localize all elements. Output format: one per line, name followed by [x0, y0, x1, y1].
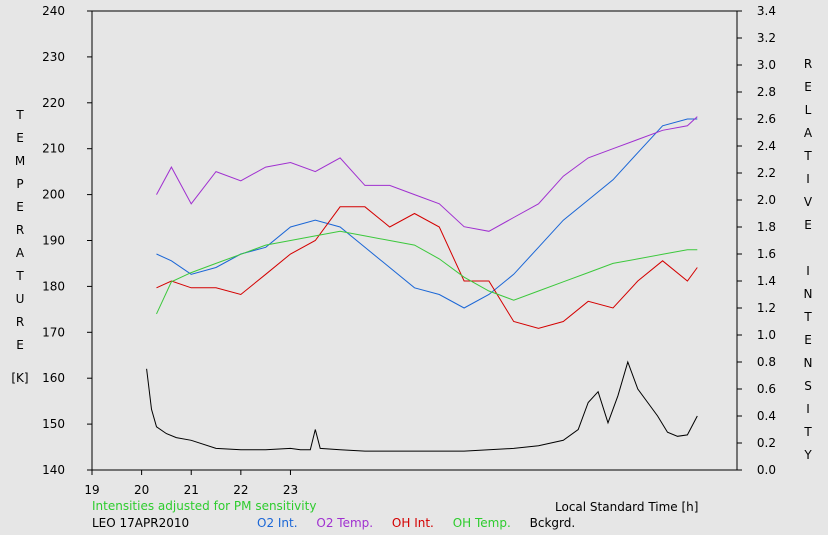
left-axis-label: T E M P E R A T U R E [K]: [8, 104, 32, 385]
sensitivity-note: Intensities adjusted for PM sensitivity: [92, 499, 317, 513]
series-bckgrd-line: [146, 360, 698, 452]
axis-label-letter: E: [16, 200, 24, 214]
y-right-tick-label: 1.8: [757, 220, 776, 234]
axis-label-letter: E: [804, 333, 812, 347]
y-left-tick-label: 210: [42, 142, 65, 156]
y-right-tick-label: 0.0: [757, 463, 776, 477]
x-tick-label: 20: [134, 483, 149, 497]
axis-label-letter: E: [804, 218, 812, 232]
y-right-tick-label: 0.6: [757, 382, 776, 396]
y-left-tick-label: 240: [42, 4, 65, 18]
legend-o2-int: O2 Int.: [257, 516, 298, 530]
x-tick-label: 22: [233, 483, 248, 497]
axis-label-letter: I: [806, 402, 810, 416]
axis-label-letter: T: [16, 269, 24, 283]
axis-label-letter: I: [806, 172, 810, 186]
y-right-tick-label: 1.0: [757, 328, 776, 342]
axis-label-letter: N: [803, 356, 813, 370]
axis-label-letter: E: [16, 131, 24, 145]
axis-label-letter: S: [804, 379, 812, 393]
axis-label-letter: I: [806, 264, 810, 278]
xlabel: Local Standard Time [h]: [555, 500, 699, 514]
station-label: LEO 17APR2010: [92, 516, 190, 530]
axis-label-letter: A: [803, 126, 813, 140]
series-layer: [146, 116, 698, 452]
series-oh-temp-line: [156, 230, 698, 315]
axis-label-letter: N: [803, 287, 813, 301]
x-tick-label: 23: [283, 483, 298, 497]
series-oh-int-line: [156, 206, 698, 329]
axis-label-letter: U: [15, 292, 25, 306]
axis-label-letter: R: [15, 315, 25, 329]
legend-o2-temp: O2 Temp.: [316, 516, 374, 530]
axis-label-letter: Y: [804, 448, 812, 462]
y-left-tick-label: 140: [42, 463, 65, 477]
plot-area: [91, 10, 738, 471]
y-right-tick-label: 0.8: [757, 355, 776, 369]
y-right-tick-label: 0.2: [757, 436, 776, 450]
legend-bckgrd: Bckgrd.: [529, 516, 576, 530]
y-left-tick-label: 180: [42, 279, 65, 293]
left-axis-unit: [K]: [11, 371, 29, 385]
legend: O2 Int. O2 Temp. OH Int. OH Temp. Bckgrd…: [257, 516, 575, 530]
axis-label-letter: [796, 237, 820, 260]
y-right-tick-label: 1.4: [757, 274, 776, 288]
axis-label-letter: R: [15, 223, 25, 237]
legend-oh-int: OH Int.: [391, 516, 434, 530]
y-right-tick-label: 0.4: [757, 409, 776, 423]
axis-label-letter: P: [16, 177, 24, 191]
axis-label-letter: T: [16, 108, 24, 122]
axis-ticks: 1920212223012345678140150160170180190200…: [42, 4, 776, 497]
y-right-tick-label: 1.2: [757, 301, 776, 315]
axis-label-letter: E: [16, 338, 24, 352]
axis-label-letter: A: [15, 246, 25, 260]
legend-oh-temp: OH Temp.: [452, 516, 511, 530]
y-left-tick-label: 190: [42, 234, 65, 248]
series-o2-temp-line: [156, 116, 698, 232]
y-right-tick-label: 2.2: [757, 166, 776, 180]
axis-label-letter: T: [804, 149, 812, 163]
axis-label-letter: L: [804, 103, 812, 117]
x-tick-label: 19: [84, 483, 99, 497]
axis-label-letter: T: [804, 310, 812, 324]
y-right-tick-label: 2.8: [757, 85, 776, 99]
y-left-tick-label: 160: [42, 371, 65, 385]
y-left-tick-label: 170: [42, 325, 65, 339]
axis-label-letter: E: [804, 80, 812, 94]
y-right-tick-label: 3.0: [757, 58, 776, 72]
y-right-tick-label: 2.0: [757, 193, 776, 207]
axis-label-letter: T: [804, 425, 812, 439]
y-right-tick-label: 3.4: [757, 4, 776, 18]
y-left-tick-label: 150: [42, 417, 65, 431]
x-tick-label: 21: [184, 483, 199, 497]
y-left-tick-label: 200: [42, 188, 65, 202]
y-right-tick-label: 2.6: [757, 112, 776, 126]
y-left-tick-label: 220: [42, 96, 65, 110]
y-left-tick-label: 230: [42, 50, 65, 64]
axis-label-letter: M: [14, 154, 26, 168]
y-right-tick-label: 3.2: [757, 31, 776, 45]
axis-label-letter: V: [803, 195, 813, 209]
axis-label-letter: R: [803, 57, 813, 71]
y-right-tick-label: 1.6: [757, 247, 776, 261]
y-right-tick-label: 2.4: [757, 139, 776, 153]
